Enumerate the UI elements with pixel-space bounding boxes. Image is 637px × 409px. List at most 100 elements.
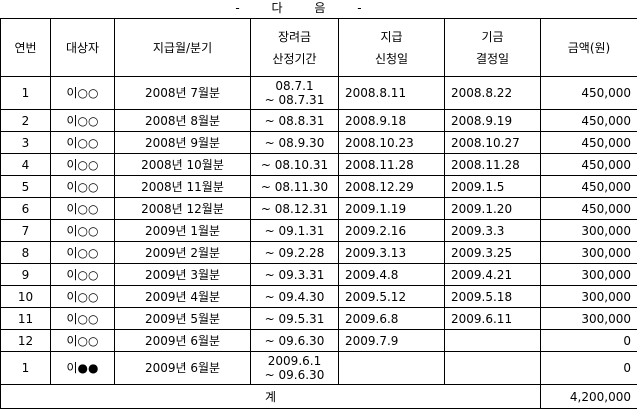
table-cell: 300,000 xyxy=(541,220,637,242)
table-cell: 2008.10.23 xyxy=(339,132,445,154)
header-cell: 지급월/분기 xyxy=(115,19,251,77)
table-cell: 2009년 6월분 xyxy=(115,330,251,352)
table-cell: 2009.1.20 xyxy=(445,198,541,220)
table-cell: 2008년 12월분 xyxy=(115,198,251,220)
table-cell: ~ 08.9.30 xyxy=(251,132,339,154)
table-cell: 450,000 xyxy=(541,198,637,220)
header-cell: 기금 결정일 xyxy=(445,19,541,77)
table-cell: 7 xyxy=(1,220,51,242)
table-cell: 2 xyxy=(1,110,51,132)
caption: - 다 음 - xyxy=(0,0,637,18)
table-cell: 300,000 xyxy=(541,242,637,264)
table-cell: 2008년 9월분 xyxy=(115,132,251,154)
table-cell: 11 xyxy=(1,308,51,330)
table-cell: 이○○ xyxy=(51,242,115,264)
empty-cell xyxy=(339,352,445,385)
table-cell: ~ 08.12.31 xyxy=(251,198,339,220)
table-cell: 2008.11.28 xyxy=(339,154,445,176)
total-label: 계 xyxy=(1,385,541,409)
header-cell: 대상자 xyxy=(51,19,115,77)
header-cell: 연번 xyxy=(1,19,51,77)
table-cell: 이○○ xyxy=(51,176,115,198)
table-cell: 2009.2.16 xyxy=(339,220,445,242)
table-cell: 이○○ xyxy=(51,110,115,132)
table-cell: ~ 09.6.30 xyxy=(251,330,339,352)
table-cell: 2009.3.3 xyxy=(445,220,541,242)
header-cell: 장려금 산정기간 xyxy=(251,19,339,77)
table-cell: 450,000 xyxy=(541,176,637,198)
table-cell: 2009.6.11 xyxy=(445,308,541,330)
table-cell: 0 xyxy=(541,352,637,385)
table-cell: 2009.7.9 xyxy=(339,330,445,352)
table-cell: 5 xyxy=(1,176,51,198)
table-cell: 2008.8.11 xyxy=(339,77,445,110)
table-cell: 2009.3.13 xyxy=(339,242,445,264)
total-amount: 4,200,000 xyxy=(541,385,637,409)
table-cell: ~ 09.5.31 xyxy=(251,308,339,330)
table-cell: 이○○ xyxy=(51,77,115,110)
table-cell: 2009.4.8 xyxy=(339,264,445,286)
table-cell: 2008.11.28 xyxy=(445,154,541,176)
table-cell: 2008년 10월분 xyxy=(115,154,251,176)
table-cell: 300,000 xyxy=(541,264,637,286)
table-cell: 2009.1.5 xyxy=(445,176,541,198)
table-cell: 이○○ xyxy=(51,286,115,308)
table-cell: 2009.3.25 xyxy=(445,242,541,264)
table-cell: ~ 09.3.31 xyxy=(251,264,339,286)
table-cell: 2008.8.22 xyxy=(445,77,541,110)
table-cell: 2008년 8월분 xyxy=(115,110,251,132)
header-cell: 지급 신청일 xyxy=(339,19,445,77)
table-cell: 2009년 5월분 xyxy=(115,308,251,330)
empty-cell xyxy=(445,330,541,352)
table-cell: 2009.1.19 xyxy=(339,198,445,220)
table-cell: ~ 08.8.31 xyxy=(251,110,339,132)
table-cell: 2009년 1월분 xyxy=(115,220,251,242)
table-cell: 2009년 4월분 xyxy=(115,286,251,308)
table-cell: 300,000 xyxy=(541,286,637,308)
table-cell: 2009년 3월분 xyxy=(115,264,251,286)
table-cell: 4 xyxy=(1,154,51,176)
table-cell: ~ 08.11.30 xyxy=(251,176,339,198)
table-cell: 6 xyxy=(1,198,51,220)
table-cell: 2008.9.18 xyxy=(339,110,445,132)
table-cell: 이●● xyxy=(51,352,115,385)
table-cell: ~ 09.2.28 xyxy=(251,242,339,264)
table-cell: 2008년 7월분 xyxy=(115,77,251,110)
table-cell: 이○○ xyxy=(51,132,115,154)
table-cell: 2009.4.21 xyxy=(445,264,541,286)
table-cell: ~ 08.10.31 xyxy=(251,154,339,176)
header-cell: 금액(원) xyxy=(541,19,637,77)
table-cell: 450,000 xyxy=(541,110,637,132)
table-cell: 이○○ xyxy=(51,198,115,220)
table-cell: 2009.6.8 xyxy=(339,308,445,330)
table-cell: 2008.10.27 xyxy=(445,132,541,154)
table-cell: 300,000 xyxy=(541,308,637,330)
table-cell: 9 xyxy=(1,264,51,286)
table-cell: 2008.12.29 xyxy=(339,176,445,198)
table-cell: 08.7.1 ~ 08.7.31 xyxy=(251,77,339,110)
table-cell: 2008년 11월분 xyxy=(115,176,251,198)
table-cell: 1 xyxy=(1,352,51,385)
table-cell: 1 xyxy=(1,77,51,110)
table-cell: ~ 09.1.31 xyxy=(251,220,339,242)
table-cell: 2008.9.19 xyxy=(445,110,541,132)
table-cell: 이○○ xyxy=(51,330,115,352)
table-cell: 450,000 xyxy=(541,132,637,154)
table-cell: 이○○ xyxy=(51,220,115,242)
table-cell: 이○○ xyxy=(51,264,115,286)
table-cell: 450,000 xyxy=(541,154,637,176)
table-cell: 이○○ xyxy=(51,154,115,176)
table-cell: 2009년 2월분 xyxy=(115,242,251,264)
table-cell: 2009.5.12 xyxy=(339,286,445,308)
